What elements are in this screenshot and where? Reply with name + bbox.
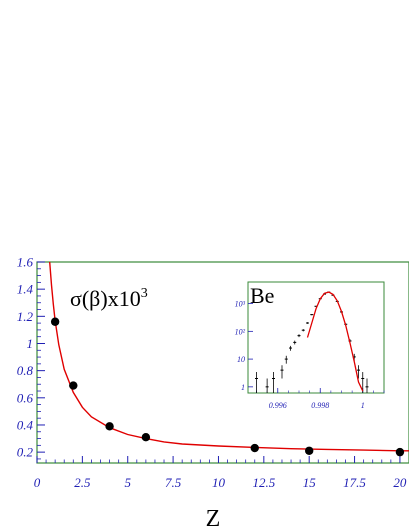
inset-plot: 0.996 0.998 1 1 10 10² 10³ Be (230, 280, 386, 415)
x-tick-label: 2.5 (74, 475, 91, 490)
x-tick-label: 0 (34, 475, 41, 490)
data-point (69, 381, 78, 390)
x-tick-label: 15 (303, 475, 317, 490)
data-point (141, 432, 151, 442)
y-tick-label: 0.6 (17, 390, 34, 405)
inset-x-tick-label: 0.998 (311, 401, 329, 410)
data-points (50, 317, 405, 457)
y-axis: 0.2 0.4 0.6 0.8 1 1.2 1.4 1.6 (17, 255, 45, 460)
inset-frame (247, 281, 385, 394)
inset-x-tick-label: 0.996 (269, 401, 287, 410)
y-tick-label: 0.8 (17, 363, 34, 378)
x-tick-label: 20 (393, 475, 407, 490)
plot-frame (36, 261, 409, 464)
inset-element-label: Be (250, 283, 274, 308)
annotation-superscript: 3 (141, 286, 148, 301)
y-tick-label: 0.2 (17, 445, 34, 460)
x-axis-label: Z (206, 506, 221, 529)
data-point (105, 422, 114, 431)
y-tick-label: 0.4 (17, 417, 34, 432)
x-axis: 0 2.5 5 7.5 10 12.5 15 17.5 20 (34, 456, 407, 490)
inset-y-tick-label: 10³ (235, 300, 246, 309)
fit-curve (49, 261, 409, 452)
data-point (304, 446, 314, 455)
main-plot: 0 2.5 5 7.5 10 12.5 15 17.5 20 0.2 0.4 0.6 0.8 1 1.2 1… (17, 255, 409, 529)
y-tick-label: 1.2 (17, 309, 34, 324)
annotation-text: σ(β)x10 (70, 286, 141, 311)
inset-y-tick-label: 1 (241, 383, 245, 392)
x-tick-label: 7.5 (165, 475, 182, 490)
sigma-beta-annotation: σ(β)x103 (70, 286, 148, 311)
x-tick-label: 17.5 (343, 475, 366, 490)
data-point (50, 317, 60, 326)
inset-x-tick-label: 1 (361, 401, 365, 410)
y-tick-label: 1 (27, 336, 34, 351)
inset-y-axis: 1 10 10² 10³ (235, 300, 253, 392)
y-tick-label: 1.6 (17, 255, 34, 270)
inset-y-tick-label: 10 (237, 355, 245, 364)
y-tick-label: 1.4 (17, 282, 34, 297)
x-tick-label: 10 (212, 475, 226, 490)
data-point (250, 443, 259, 453)
inset-y-tick-label: 10² (235, 327, 246, 336)
data-point (395, 447, 405, 457)
x-tick-label: 5 (124, 475, 131, 490)
inset-fit-curve (306, 291, 364, 392)
x-tick-label: 12.5 (252, 475, 275, 490)
